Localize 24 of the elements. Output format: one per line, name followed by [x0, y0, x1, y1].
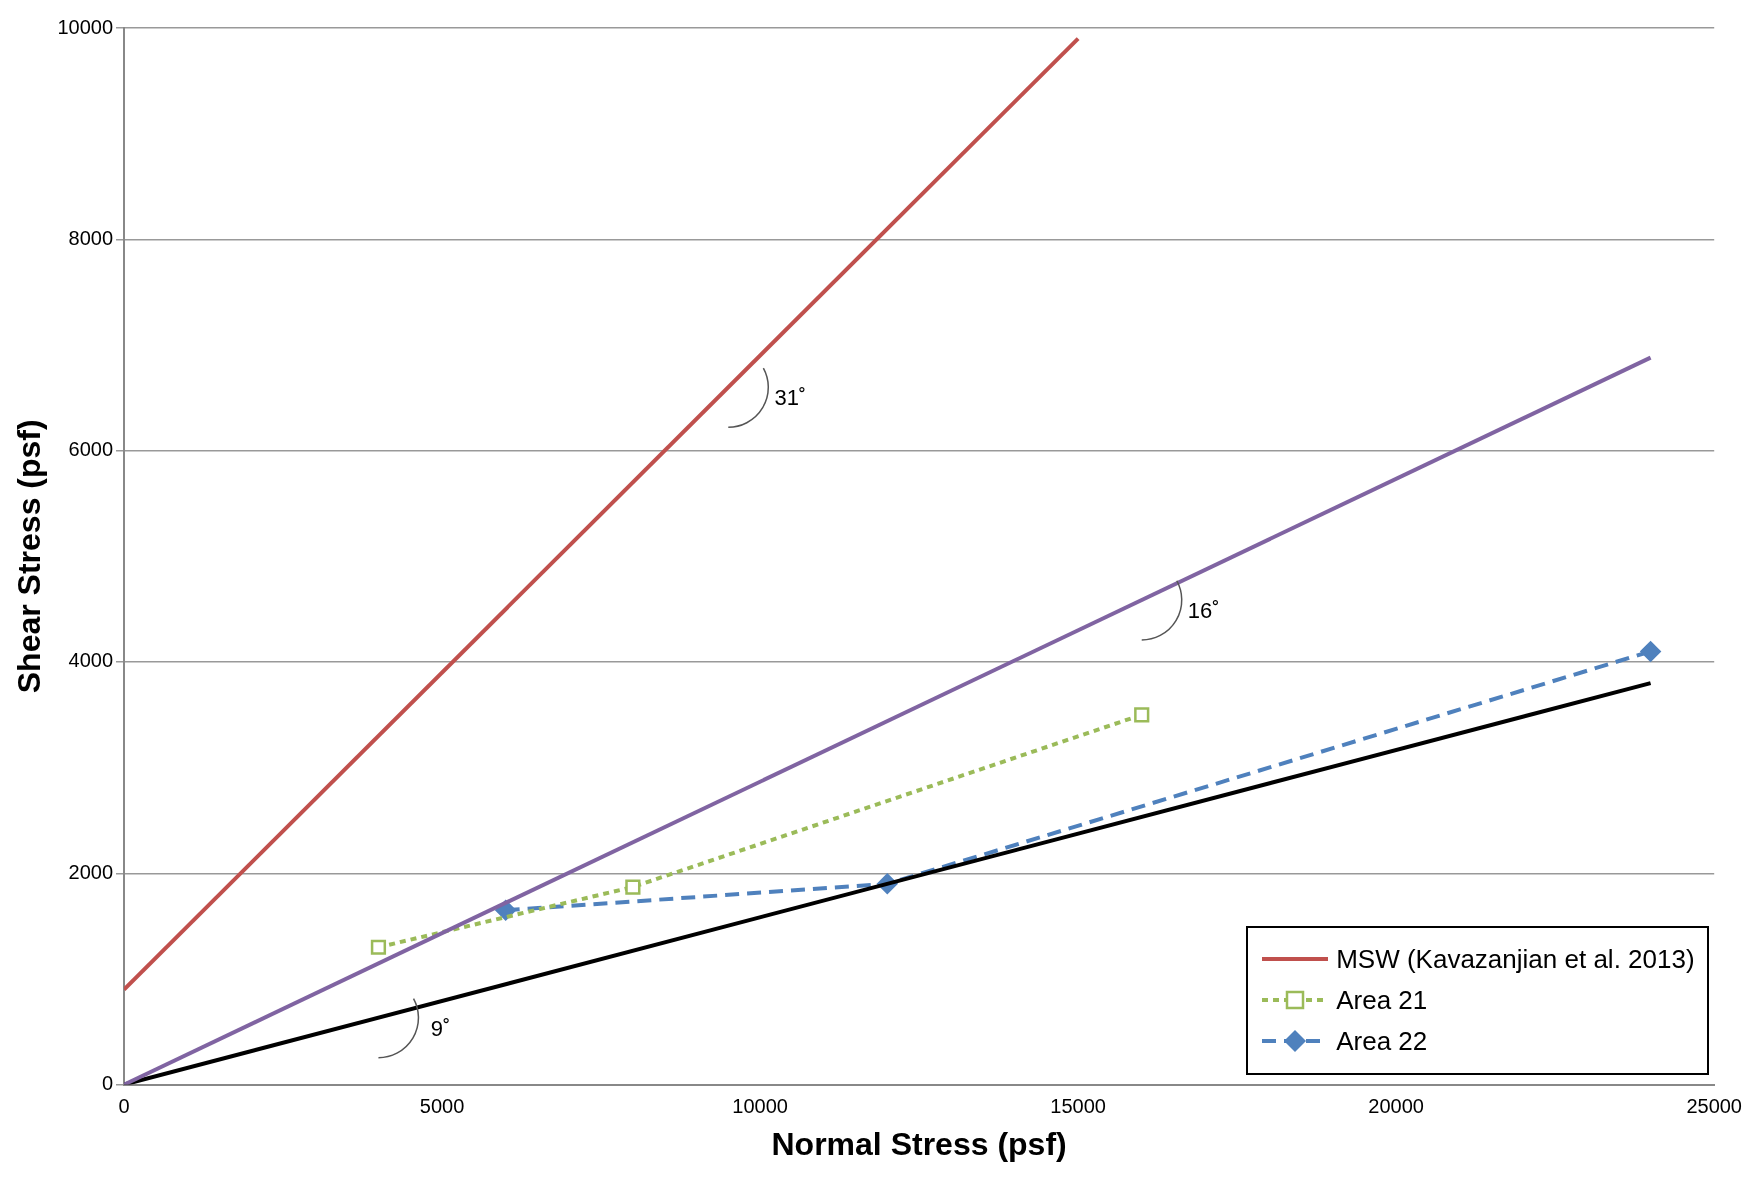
y-tick-label: 0	[101, 1072, 114, 1095]
point	[1134, 707, 1150, 723]
y-tick-label: 8000	[68, 226, 114, 249]
annotation: 9˚	[430, 1015, 451, 1041]
legend-label: MSW (Kavazanjian et al. 2013)	[1336, 943, 1695, 975]
y-tick-label: 2000	[68, 860, 114, 883]
x-tick-label: 20000	[1368, 1095, 1424, 1118]
x-tick-label: 10000	[732, 1095, 788, 1118]
point	[1640, 641, 1661, 662]
annotation: 31˚	[774, 385, 807, 411]
y-tick-label: 4000	[68, 649, 114, 672]
x-tick-label: 15000	[1050, 1095, 1106, 1118]
y-tick-label: 10000	[57, 15, 114, 38]
x-axis-title: Normal Stress (psf)	[771, 1125, 1067, 1162]
point	[370, 939, 387, 955]
legend-label: Area 21	[1336, 984, 1428, 1016]
point	[625, 879, 641, 895]
annotation: 16˚	[1187, 598, 1220, 623]
x-tick-label: 5000	[419, 1095, 465, 1118]
x-tick-label: 25000	[1686, 1095, 1742, 1118]
y-axis-title: Shear Stress (psf)	[11, 419, 48, 694]
y-tick-label: 6000	[68, 438, 114, 461]
legend-label: Area 22	[1336, 1025, 1428, 1057]
x-tick-label: 0	[118, 1095, 130, 1118]
